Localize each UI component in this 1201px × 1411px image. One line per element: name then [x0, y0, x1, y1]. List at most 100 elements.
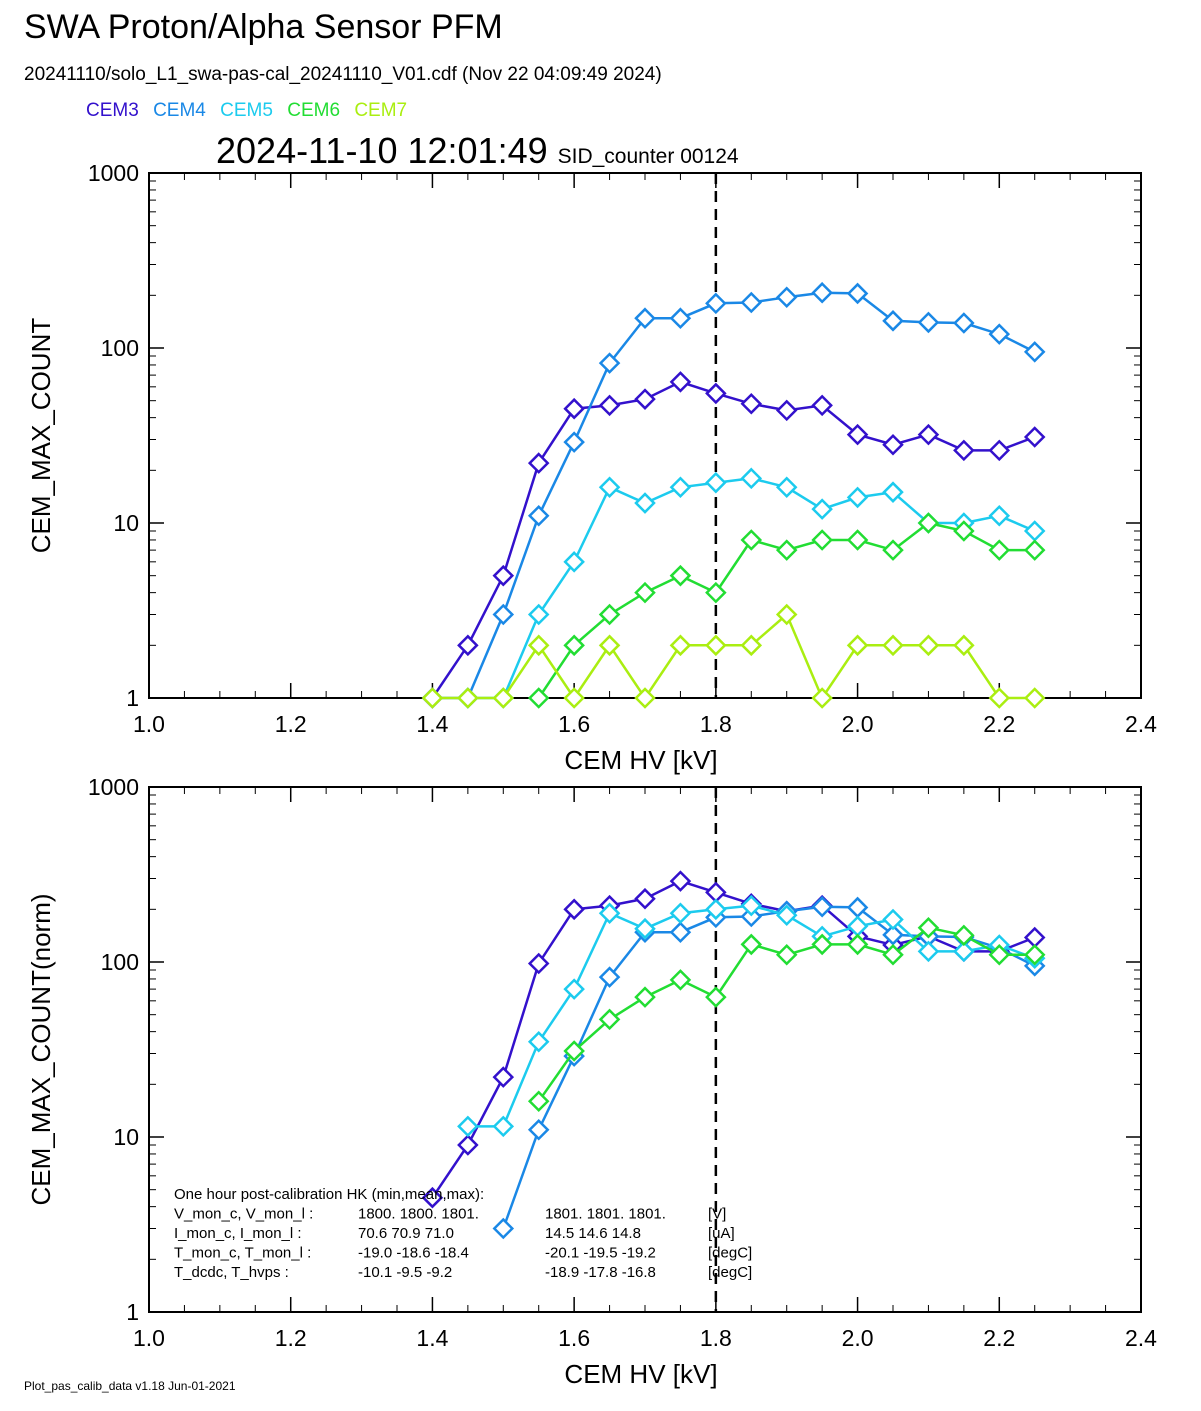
hk-row-label: T_dcdc, T_hvps :: [174, 1264, 289, 1281]
data-point-cem6: [846, 529, 869, 551]
hk-row-label: V_mon_c, V_mon_l :: [174, 1206, 313, 1223]
y-tick-label: 1000: [88, 774, 139, 800]
hk-row-label: T_mon_c, T_mon_l :: [174, 1245, 311, 1262]
data-point-cem6: [953, 520, 975, 542]
series-line-cem3: [431, 879, 1036, 1199]
data-point-cem5: [457, 1115, 479, 1138]
x-tick-label: 2.4: [1125, 1325, 1157, 1351]
data-point-cem5: [634, 917, 656, 940]
plot-frame: [148, 172, 1142, 699]
y-tick-label: 10: [113, 1124, 139, 1150]
data-point-cem7: [527, 634, 550, 657]
data-point-cem5: [882, 481, 904, 503]
data-point-cem4: [527, 504, 550, 527]
chart-panel-2: 1.0 1.2 1.4 1.6 1.8 2.0 2.2 2.4 1 10 100 1000 CEM HV…: [26, 774, 1157, 1389]
data-point-cem6: [634, 581, 656, 604]
data-point-cem5: [634, 492, 656, 514]
data-point-cem6: [917, 512, 940, 534]
data-point-cem5: [705, 898, 727, 921]
data-point-cem5: [563, 978, 585, 1000]
data-point-cem7: [634, 687, 656, 709]
data-point-cem6: [527, 687, 550, 709]
x-tick-label: 2.4: [1125, 711, 1157, 737]
hk-row-label: I_mon_c, I_mon_l :: [174, 1225, 302, 1242]
data-point-cem4: [705, 292, 727, 315]
legend-entry-cem5: CEM5: [220, 100, 273, 121]
data-point-cem4: [527, 1118, 550, 1141]
data-point-cem5: [846, 486, 869, 509]
data-point-cem4: [846, 282, 869, 305]
data-point-cem7: [953, 634, 975, 657]
data-point-cem6: [669, 564, 692, 587]
data-point-cem3: [421, 1186, 444, 1209]
series-line-cem4: [432, 291, 1036, 700]
data-point-cem6: [705, 581, 727, 604]
data-point-cem4: [953, 312, 975, 334]
data-point-cem6: [740, 529, 763, 551]
data-point-cem7: [811, 687, 833, 709]
x-tick-label: 1.2: [275, 1325, 307, 1351]
x-axis-label: CEM HV [kV]: [564, 745, 717, 775]
data-point-cem3: [527, 452, 550, 474]
data-point-cem7: [882, 634, 904, 657]
data-point-cem6: [917, 916, 940, 939]
data-point-cem5: [492, 1115, 515, 1138]
data-point-cem5: [953, 940, 975, 963]
data-point-cem5: [811, 498, 833, 520]
x-tick-label: 1.4: [416, 711, 448, 737]
data-point-cem3: [669, 870, 692, 892]
footer-version: Plot_pas_calib_data v1.18 Jun-01-2021: [24, 1379, 236, 1393]
data-point-cem7: [1023, 687, 1046, 709]
data-point-cem5: [1023, 520, 1046, 542]
timestamp: 2024-11-10 12:01:49: [216, 130, 548, 171]
data-point-cem3: [775, 399, 798, 422]
y-tick-label: 1000: [88, 160, 139, 186]
x-tick-label: 2.0: [842, 711, 874, 737]
data-point-cem3: [988, 439, 1011, 462]
data-point-cem4: [1023, 341, 1046, 363]
hk-row-unit: [uA]: [708, 1225, 735, 1242]
hk-row-c-values: -10.1 -9.5 -9.2: [358, 1264, 452, 1281]
data-point-cem3: [846, 423, 869, 446]
data-point-cem7: [421, 687, 444, 709]
hk-row-c-values: 70.6 70.9 71.0: [358, 1225, 454, 1242]
data-point-cem7: [917, 634, 940, 657]
data-point-cem6: [988, 539, 1011, 561]
data-point-cem5: [598, 902, 621, 924]
data-point-cem5: [669, 902, 692, 924]
sid-counter-label: SID_counter 00124: [557, 145, 739, 168]
time-line: 2024-11-10 12:01:49 SID_counter 00124: [216, 130, 739, 172]
hk-row-l-values: 14.5 14.6 14.8: [545, 1225, 641, 1242]
hk-row-unit: [degC]: [708, 1245, 752, 1262]
x-tick-label: 2.2: [983, 1325, 1015, 1351]
data-point-cem6: [669, 969, 692, 991]
data-point-cem3: [457, 1134, 479, 1156]
data-point-cem5: [988, 504, 1011, 527]
data-layer: [421, 281, 1046, 709]
y-tick-label: 10: [113, 510, 139, 536]
data-point-cem7: [598, 634, 621, 657]
legend-entry-cem4: CEM4: [153, 100, 206, 121]
data-point-cem5: [917, 940, 940, 963]
x-tick-label: 1.6: [558, 711, 590, 737]
data-point-cem5: [563, 551, 585, 573]
data-point-cem3: [492, 564, 515, 587]
legend-entry-cem7: CEM7: [354, 100, 408, 121]
data-point-cem5: [882, 908, 904, 931]
data-point-cem3: [1023, 426, 1046, 448]
data-point-cem4: [598, 966, 621, 988]
data-point-cem6: [775, 943, 798, 966]
data-layer: [421, 870, 1046, 1240]
x-tick-label: 1.0: [133, 1325, 165, 1351]
hk-row-c-values: -19.0 -18.6 -18.4: [358, 1245, 469, 1262]
data-point-cem4: [740, 291, 763, 314]
series-line-cem7: [432, 612, 1035, 701]
data-point-cem4: [634, 307, 656, 329]
hk-summary-box: One hour post-calibration HK (min,mean,m…: [174, 1186, 752, 1281]
data-point-cem4: [492, 1217, 515, 1240]
series-line-cem4: [502, 905, 1036, 1229]
data-point-cem3: [882, 433, 904, 456]
chart-panel-1: 1.0 1.2 1.4 1.6 1.8 2.0 2.2 2.4 1 10 100 1000 CEM HV…: [26, 160, 1157, 775]
data-point-cem4: [492, 603, 515, 626]
data-point-cem4: [811, 895, 833, 918]
